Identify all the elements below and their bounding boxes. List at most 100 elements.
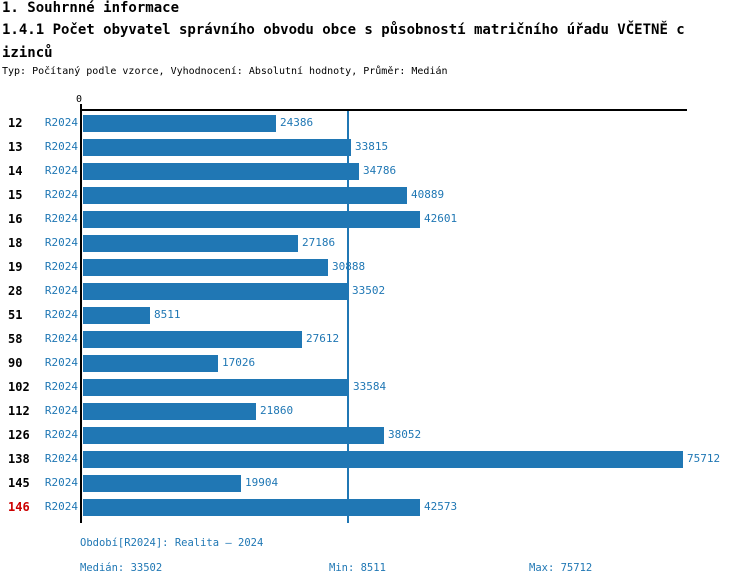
chart-row: 126 R2024 38052	[0, 423, 750, 447]
bar-value-label: 34786	[363, 164, 397, 177]
bar-value-label: 17026	[222, 356, 256, 369]
x-axis-line	[80, 109, 687, 111]
chart-row: 90 R2024 17026	[0, 351, 750, 375]
series-label: R2024	[44, 164, 78, 177]
series-label: R2024	[44, 476, 78, 489]
category-label: 138	[8, 452, 30, 466]
bar	[83, 139, 351, 156]
bar	[83, 163, 359, 180]
category-label: 13	[8, 140, 23, 154]
chart-meta-info: Typ: Počítaný podle vzorce, Vyhodnocení:…	[2, 66, 448, 77]
chart-row: 16 R2024 42601	[0, 207, 750, 231]
bar-value-label: 27186	[302, 236, 336, 249]
bar-value-label: 33584	[353, 380, 387, 393]
chart-row: 145 R2024 19904	[0, 471, 750, 495]
series-label: R2024	[44, 116, 78, 129]
chart-rows: 12 R2024 24386 13 R2024 33815 14 R2024 34786 15 R2…	[0, 111, 750, 519]
chart-row: 58 R2024 27612	[0, 327, 750, 351]
bar	[83, 379, 349, 396]
category-label: 18	[8, 236, 23, 250]
median-line	[347, 111, 349, 523]
bar	[83, 187, 407, 204]
chart-row: 138 R2024 75712	[0, 447, 750, 471]
category-label: 145	[8, 476, 30, 490]
footer-period: Období[R2024]: Realita – 2024	[80, 537, 264, 549]
category-label: 58	[8, 332, 23, 346]
category-label: 51	[8, 308, 23, 322]
bar-value-label: 38052	[388, 428, 422, 441]
y-axis-line	[80, 109, 82, 523]
bar	[83, 259, 328, 276]
bar-value-label: 42601	[424, 212, 458, 225]
bar	[83, 115, 276, 132]
chart-row: 19 R2024 30888	[0, 255, 750, 279]
footer-median: Medián: 33502	[80, 562, 163, 574]
chart-row: 14 R2024 34786	[0, 159, 750, 183]
series-label: R2024	[44, 188, 78, 201]
bar-value-label: 27612	[306, 332, 340, 345]
series-label: R2024	[44, 452, 78, 465]
category-label: 102	[8, 380, 30, 394]
bar-value-label: 42573	[424, 500, 458, 513]
bar-value-label: 75712	[687, 452, 721, 465]
category-label: 126	[8, 428, 30, 442]
bar	[83, 355, 218, 372]
bar	[83, 235, 298, 252]
chart-title-line1: 1.4.1 Počet obyvatel správního obvodu ob…	[2, 22, 685, 38]
bar	[83, 283, 348, 300]
bar-value-label: 33502	[352, 284, 386, 297]
series-label: R2024	[44, 308, 78, 321]
series-label: R2024	[44, 428, 78, 441]
category-label: 12	[8, 116, 23, 130]
series-label: R2024	[44, 284, 78, 297]
bar	[83, 211, 420, 228]
bar-value-label: 21860	[260, 404, 294, 417]
x-axis-tick	[80, 104, 82, 110]
bar	[83, 475, 241, 492]
series-label: R2024	[44, 404, 78, 417]
category-label: 112	[8, 404, 30, 418]
bar	[83, 451, 683, 468]
chart-row: 12 R2024 24386	[0, 111, 750, 135]
series-label: R2024	[44, 140, 78, 153]
bar	[83, 307, 150, 324]
category-label: 19	[8, 260, 23, 274]
bar	[83, 427, 384, 444]
category-label: 28	[8, 284, 23, 298]
chart-row: 146 R2024 42573	[0, 495, 750, 519]
bar-value-label: 24386	[280, 116, 314, 129]
category-label: 15	[8, 188, 23, 202]
chart-row: 51 R2024 8511	[0, 303, 750, 327]
bar-value-label: 30888	[332, 260, 366, 273]
category-label: 90	[8, 356, 23, 370]
bar	[83, 403, 256, 420]
series-label: R2024	[44, 500, 78, 513]
footer-max: Max: 75712	[529, 562, 593, 574]
chart-row: 18 R2024 27186	[0, 231, 750, 255]
category-label: 146	[8, 500, 30, 514]
category-label: 14	[8, 164, 23, 178]
report-section-title: 1. Souhrnné informace	[2, 0, 180, 16]
bar-value-label: 8511	[154, 308, 181, 321]
category-label: 16	[8, 212, 23, 226]
series-label: R2024	[44, 332, 78, 345]
chart-row: 15 R2024 40889	[0, 183, 750, 207]
x-axis-zero-label: 0	[76, 94, 83, 105]
chart-row: 112 R2024 21860	[0, 399, 750, 423]
series-label: R2024	[44, 260, 78, 273]
bar-value-label: 19904	[245, 476, 279, 489]
series-label: R2024	[44, 356, 78, 369]
bar	[83, 499, 420, 516]
series-label: R2024	[44, 380, 78, 393]
footer-min: Min: 8511	[329, 562, 386, 574]
series-label: R2024	[44, 236, 78, 249]
bar-value-label: 40889	[411, 188, 445, 201]
chart-row: 102 R2024 33584	[0, 375, 750, 399]
bar	[83, 331, 302, 348]
series-label: R2024	[44, 212, 78, 225]
chart-row: 13 R2024 33815	[0, 135, 750, 159]
chart-row: 28 R2024 33502	[0, 279, 750, 303]
bar-value-label: 33815	[355, 140, 389, 153]
chart-title-line2: izinců	[2, 45, 53, 61]
